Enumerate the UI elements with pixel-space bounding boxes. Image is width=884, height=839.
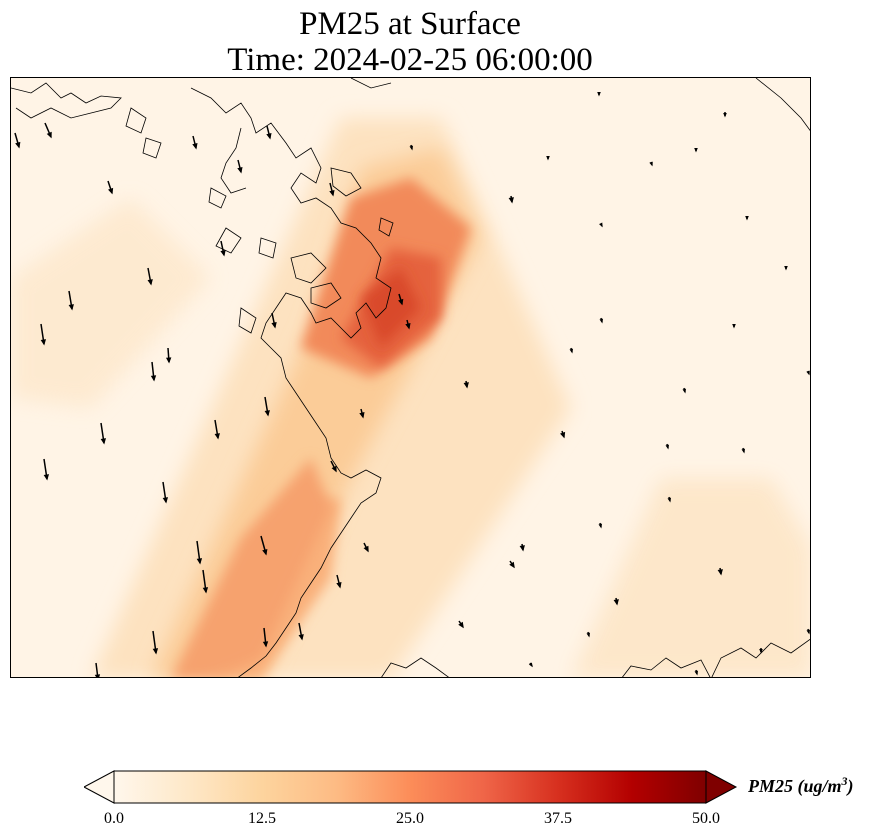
wind-vector-head bbox=[237, 166, 243, 174]
wind-vector-head bbox=[68, 304, 74, 311]
wind-vector-head bbox=[458, 621, 464, 629]
wind-vector-head bbox=[784, 266, 788, 271]
wind-vector-head bbox=[359, 411, 365, 419]
wind-vector-head bbox=[405, 322, 411, 330]
wind-vector-head bbox=[147, 279, 153, 286]
wind-vector-head bbox=[667, 497, 672, 503]
wind-vector-head bbox=[649, 161, 653, 167]
plume-east bbox=[571, 478, 810, 677]
wind-vector-head bbox=[202, 587, 209, 594]
wind-vector-head bbox=[569, 348, 574, 354]
map-subtitle: Time: 2024-02-25 06:00:00 bbox=[227, 42, 593, 78]
map-canvas bbox=[11, 78, 810, 677]
colorbar-gradient bbox=[113, 770, 707, 804]
wind-vector-head bbox=[363, 545, 369, 553]
wind-vector-head bbox=[409, 145, 414, 151]
colorbar-tick-1: 12.5 bbox=[248, 810, 276, 827]
wind-vector-head bbox=[463, 382, 469, 389]
wind-vector-head bbox=[331, 465, 337, 473]
plume-south-core bbox=[171, 458, 331, 677]
wind-vector-head bbox=[192, 142, 198, 150]
wind-vector-head bbox=[398, 298, 404, 306]
wind-vector-head bbox=[682, 388, 687, 394]
wind-vector-head bbox=[509, 561, 515, 569]
map-panel[interactable] bbox=[10, 77, 811, 678]
wind-vector-head bbox=[100, 438, 107, 445]
wind-vector-head bbox=[741, 448, 746, 454]
wind-vector-head bbox=[613, 599, 619, 606]
wind-vector-head bbox=[586, 632, 591, 638]
wind-vector-head bbox=[528, 662, 533, 668]
colorbar-svg bbox=[82, 770, 738, 804]
wind-vector-head bbox=[108, 187, 114, 195]
wind-vector-head bbox=[264, 410, 270, 417]
wind-vector-head bbox=[266, 132, 272, 140]
wind-vector-head bbox=[806, 629, 810, 635]
wind-vector-head bbox=[271, 322, 277, 329]
colorbar-extend-low bbox=[82, 770, 115, 804]
wind-vector-head bbox=[806, 370, 810, 376]
wind-vector-head bbox=[262, 548, 268, 556]
wind-vector-head bbox=[262, 641, 269, 648]
colorbar-tick-4: 50.0 bbox=[692, 810, 720, 827]
colorbar-tick-2: 25.0 bbox=[396, 810, 424, 827]
wind-vector-head bbox=[94, 674, 101, 677]
pm25-field bbox=[11, 118, 810, 677]
colorbar bbox=[82, 770, 740, 811]
wind-vector-head bbox=[43, 474, 50, 481]
colorbar-tick-3: 37.5 bbox=[544, 810, 572, 827]
coastline bbox=[11, 78, 810, 677]
wind-vector-head bbox=[665, 444, 670, 450]
map-title: PM25 at Surface bbox=[299, 6, 521, 42]
wind-vector-head bbox=[598, 523, 603, 529]
wind-vector-head bbox=[732, 324, 736, 329]
wind-vector-head bbox=[759, 649, 763, 654]
wind-vector-head bbox=[165, 357, 172, 364]
wind-vector-head bbox=[723, 113, 727, 118]
wind-vector-head bbox=[214, 433, 220, 440]
wind-vector-head bbox=[336, 581, 342, 589]
wind-vector-head bbox=[508, 197, 514, 204]
wind-vector-head bbox=[152, 648, 159, 655]
wind-vector-head bbox=[597, 92, 601, 97]
plume-max bbox=[361, 268, 421, 348]
wind-vector-head bbox=[150, 375, 157, 382]
wind-vectors bbox=[14, 92, 810, 677]
wind-vector-head bbox=[599, 318, 604, 324]
wind-vector-head bbox=[15, 141, 21, 149]
wind-vector-head bbox=[560, 431, 566, 439]
wind-vector-head bbox=[717, 569, 723, 576]
colorbar-tick-0: 0.0 bbox=[104, 810, 124, 827]
wind-vector-head bbox=[745, 216, 749, 221]
wind-vector-head bbox=[298, 634, 304, 641]
wind-vector-head bbox=[196, 558, 203, 565]
wind-vector-head bbox=[694, 148, 698, 153]
wind-vector-head bbox=[40, 339, 47, 346]
wind-vector-head bbox=[599, 222, 603, 228]
colorbar-label: PM25 (ug/m3) bbox=[748, 774, 854, 796]
wind-vector-head bbox=[220, 250, 226, 257]
wind-vector-head bbox=[519, 545, 525, 552]
wind-vector-head bbox=[46, 131, 52, 139]
wind-vector-head bbox=[162, 497, 169, 504]
wind-vector-head bbox=[329, 189, 335, 197]
wind-vector-head bbox=[694, 670, 699, 676]
colorbar-extend-high bbox=[705, 770, 738, 804]
wind-vector-head bbox=[546, 156, 550, 161]
plume-west bbox=[11, 198, 211, 408]
